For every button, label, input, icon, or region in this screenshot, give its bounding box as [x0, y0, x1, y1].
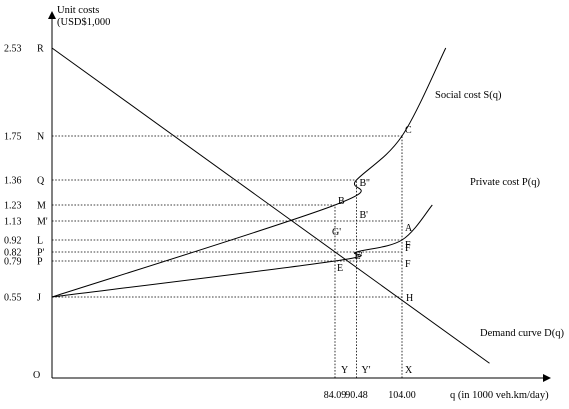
y-tick-letter-p-prime: P'	[37, 248, 45, 259]
y-tick-letter-p: P	[37, 257, 43, 268]
y-axis-title-line2: (USD$1,000	[57, 17, 110, 28]
point-label-x-14: X	[405, 365, 413, 376]
demand-curve-d-q-label: Demand curve D(q)	[480, 328, 564, 339]
point-label-f-6: F	[405, 240, 411, 251]
point-label-f-10: F	[405, 259, 411, 270]
y-tick-letter-q: Q	[37, 176, 45, 187]
y-tick-number-1-23: 1.23	[4, 201, 22, 212]
point-label-e-prime-7: E'	[355, 251, 363, 262]
y-tick-letter-m: M	[37, 201, 46, 212]
social-cost-s-q-line	[51, 47, 447, 298]
y-tick-letter-n: N	[37, 132, 44, 143]
point-label-y-prime-13: Y'	[362, 365, 371, 376]
y-tick-number-0-82: 0.82	[4, 248, 22, 259]
point-label-g-prime-4: G'	[332, 227, 341, 238]
x-axis-title: q (in 1000 veh.km/day)	[450, 390, 549, 401]
y-tick-number-1-36: 1.36	[4, 176, 22, 187]
y-tick-number-0-79: 0.79	[4, 257, 22, 268]
y-tick-letter-r: R	[37, 44, 44, 55]
y-tick-number-2-53: 2.53	[4, 44, 22, 55]
y-tick-number-1-13: 1.13	[4, 217, 22, 228]
point-label-e-9: E	[337, 263, 343, 274]
point-label-b-2: B	[338, 196, 345, 207]
social-cost-s-q-label: Social cost S(q)	[435, 90, 502, 101]
y-tick-number-0-55: 0.55	[4, 293, 22, 304]
point-label-b-prime-3: B'	[360, 210, 369, 221]
y-tick-number-1-75: 1.75	[4, 132, 22, 143]
point-label-h-11: H	[406, 293, 413, 304]
x-tick-label-104-00: 104.00	[388, 390, 416, 401]
y-tick-number-0-92: 0.92	[4, 236, 22, 247]
demand-curve-d-q-line	[51, 47, 490, 364]
y-tick-letter-m-prime: M'	[37, 217, 48, 228]
x-tick-label-84-09: 84.09	[324, 390, 347, 401]
y-tick-letter-j: J	[37, 293, 41, 304]
x-tick-label-90-48: 90.48	[345, 390, 368, 401]
point-label-c-0: C	[405, 125, 412, 136]
point-label-b-double-prime-1: B''	[360, 178, 370, 189]
origin-label: O	[33, 370, 40, 381]
point-label-a-5: A	[405, 223, 413, 234]
private-cost-p-q-line	[51, 204, 433, 298]
point-label-f-8: F	[405, 243, 411, 254]
private-cost-p-q-label: Private cost P(q)	[470, 177, 540, 188]
y-axis-title-line1: Unit costs	[57, 5, 99, 16]
y-tick-letter-l: L	[37, 236, 43, 247]
point-label-y-12: Y	[341, 365, 348, 376]
